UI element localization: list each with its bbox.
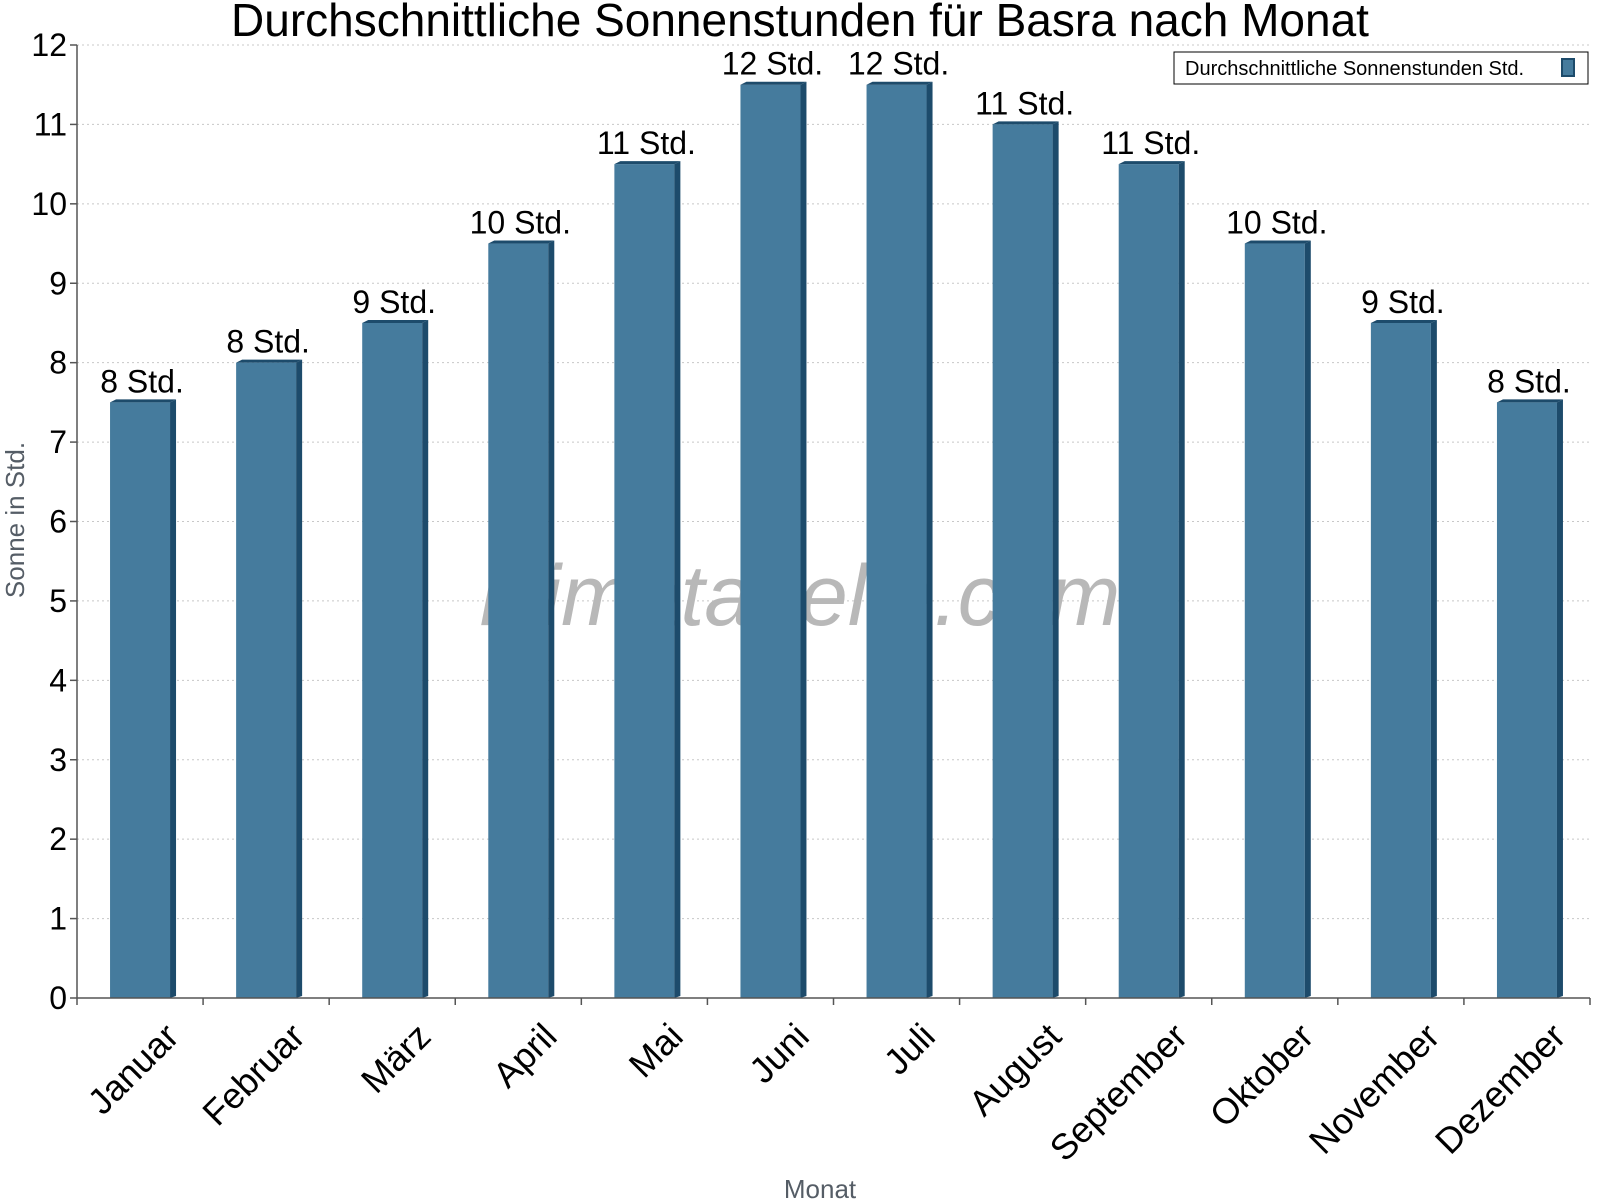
y-tick-label: 11 — [34, 106, 67, 142]
bar-face — [110, 402, 171, 998]
bar-top — [1496, 399, 1563, 403]
data-label: 11 Std. — [597, 125, 696, 161]
bar-side — [548, 240, 555, 998]
bar-top — [866, 81, 933, 85]
bar-4 — [488, 240, 555, 998]
y-tick-label: 5 — [49, 583, 67, 619]
bar-top — [1370, 319, 1437, 323]
x-tick-label: August — [961, 1015, 1069, 1123]
bar-side — [1178, 161, 1185, 998]
y-tick-label: 9 — [49, 265, 67, 301]
x-tick-label: Februar — [194, 1015, 312, 1133]
bar-side — [926, 81, 933, 999]
bar-9 — [1118, 161, 1185, 998]
data-label: 11 Std. — [975, 85, 1074, 121]
bar-face — [1370, 322, 1431, 998]
bar-top — [362, 319, 429, 323]
x-tick-label: Oktober — [1202, 1015, 1322, 1135]
bar-side — [296, 359, 303, 999]
y-tick-label: 7 — [49, 424, 67, 460]
y-tick-label: 10 — [31, 186, 67, 222]
bar-8 — [992, 121, 1059, 998]
bar-top — [1244, 240, 1311, 244]
bar-3 — [362, 319, 429, 998]
bar-face — [740, 84, 801, 999]
bar-side — [800, 81, 807, 999]
data-label: 12 Std. — [848, 46, 949, 82]
bar-side — [170, 399, 177, 998]
data-label: 11 Std. — [1101, 125, 1200, 161]
bar-2 — [236, 359, 303, 999]
x-tick-label: September — [1042, 1015, 1196, 1169]
data-label: 10 Std. — [470, 205, 571, 241]
bar-top — [614, 161, 681, 165]
x-tick-label: Juni — [741, 1015, 817, 1091]
bar-face — [488, 243, 549, 998]
legend-label: Durchschnittliche Sonnenstunden Std. — [1185, 58, 1524, 80]
bar-top — [740, 81, 807, 85]
bar-face — [236, 362, 297, 999]
bar-face — [866, 84, 927, 999]
bar-10 — [1244, 240, 1311, 998]
bar-7 — [866, 81, 933, 999]
x-axis-ticks: Januar Februar März April Mai Juni Juli AugustS… — [76, 998, 1591, 1169]
bar-1 — [110, 399, 177, 998]
grid-lines — [77, 44, 1590, 920]
legend-swatch — [1561, 58, 1575, 77]
y-tick-label: 0 — [49, 980, 67, 1016]
bar-top — [110, 399, 177, 403]
bar-face — [992, 124, 1053, 998]
x-tick-label: Januar — [80, 1015, 187, 1122]
y-tick-label: 12 — [31, 27, 67, 63]
data-labels: 8 Std. 8 Std. 9 Std. 10 Std. 11 Std. 12 Std. 1… — [100, 46, 1571, 400]
bar-face — [1118, 164, 1179, 998]
data-label: 12 Std. — [722, 46, 823, 82]
bar-face — [1496, 402, 1557, 998]
bar-side — [674, 161, 681, 998]
x-tick-label: April — [485, 1015, 565, 1095]
x-axis-label: Monat — [784, 1174, 857, 1200]
bar-side — [1556, 399, 1563, 998]
chart-title: Durchschnittliche Sonnenstunden für Basr… — [231, 0, 1369, 46]
y-axis-label: Sonne in Std. — [0, 442, 30, 598]
x-tick-label: Juli — [876, 1015, 943, 1082]
bar-side — [1304, 240, 1311, 998]
bar-side — [1052, 121, 1059, 998]
bar-12 — [1496, 399, 1563, 998]
bar-side — [1430, 319, 1437, 998]
bar-face — [362, 322, 423, 998]
y-tick-label: 4 — [49, 662, 67, 698]
data-label: 9 Std. — [1361, 284, 1445, 320]
y-tick-label: 6 — [49, 504, 67, 540]
data-label: 8 Std. — [226, 324, 310, 360]
bar-side — [422, 319, 429, 998]
legend: Durchschnittliche Sonnenstunden Std. — [1173, 51, 1589, 85]
x-tick-label: Mai — [621, 1015, 691, 1085]
bar-top — [1118, 161, 1185, 165]
bar-face — [1244, 243, 1305, 998]
data-label: 8 Std. — [1487, 363, 1571, 399]
x-tick-label: Dezember — [1427, 1015, 1573, 1161]
y-tick-label: 2 — [49, 821, 67, 857]
y-tick-label: 1 — [49, 901, 67, 937]
bar-top — [236, 359, 303, 363]
data-label: 8 Std. — [100, 363, 184, 399]
bar-11 — [1370, 319, 1437, 998]
bar-5 — [614, 161, 681, 998]
legend-box — [1173, 51, 1589, 85]
x-tick-label: November — [1301, 1015, 1447, 1161]
y-tick-label: 8 — [49, 345, 67, 381]
bar-top — [488, 240, 555, 244]
data-label: 10 Std. — [1226, 205, 1327, 241]
bar-6 — [740, 81, 807, 999]
data-label: 9 Std. — [352, 284, 436, 320]
x-tick-label: März — [353, 1015, 439, 1101]
y-tick-label: 3 — [49, 742, 67, 778]
bars — [110, 81, 1563, 999]
bar-face — [614, 164, 675, 998]
bar-top — [992, 121, 1059, 125]
